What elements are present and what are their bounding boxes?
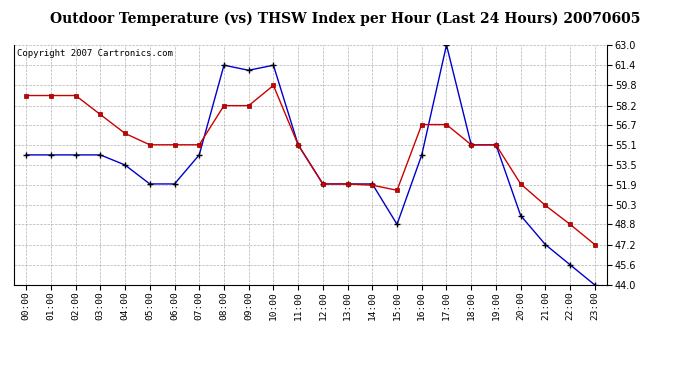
Text: Copyright 2007 Cartronics.com: Copyright 2007 Cartronics.com	[17, 49, 172, 58]
Text: Outdoor Temperature (vs) THSW Index per Hour (Last 24 Hours) 20070605: Outdoor Temperature (vs) THSW Index per …	[50, 11, 640, 26]
